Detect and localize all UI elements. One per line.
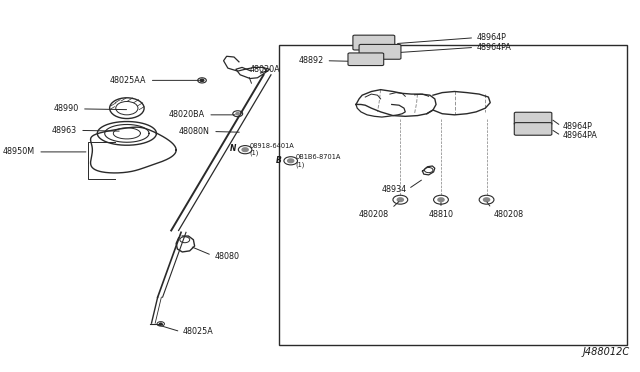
- Text: 48964P: 48964P: [477, 33, 507, 42]
- Text: B: B: [276, 155, 282, 164]
- FancyBboxPatch shape: [353, 35, 395, 50]
- Text: 480208: 480208: [494, 210, 524, 219]
- Text: 0B1B6-8701A
(1): 0B1B6-8701A (1): [296, 154, 341, 167]
- Text: 48964PA: 48964PA: [563, 131, 598, 141]
- Circle shape: [438, 198, 444, 202]
- Text: 48025A: 48025A: [182, 327, 213, 336]
- Text: 48964P: 48964P: [563, 122, 593, 131]
- Text: 48810: 48810: [429, 210, 454, 219]
- FancyBboxPatch shape: [348, 53, 384, 65]
- Text: 480208: 480208: [359, 210, 389, 219]
- Text: N: N: [230, 144, 237, 153]
- Bar: [279, 45, 627, 345]
- Text: 48025AA: 48025AA: [110, 76, 147, 85]
- FancyBboxPatch shape: [515, 112, 552, 125]
- Text: 48934: 48934: [381, 185, 406, 194]
- Text: 08918-6401A
(1): 08918-6401A (1): [250, 143, 294, 157]
- Circle shape: [200, 79, 204, 81]
- Text: 48020A: 48020A: [250, 65, 281, 74]
- Text: 48080N: 48080N: [179, 127, 209, 136]
- Circle shape: [159, 323, 162, 325]
- Text: 48950M: 48950M: [3, 147, 35, 156]
- Text: 48080: 48080: [214, 251, 239, 260]
- Text: 48964PA: 48964PA: [477, 43, 511, 52]
- Text: 48963: 48963: [52, 126, 77, 135]
- Circle shape: [287, 159, 294, 163]
- Text: 48020BA: 48020BA: [169, 110, 205, 119]
- Text: 48892: 48892: [299, 56, 324, 65]
- Text: 48990: 48990: [54, 105, 79, 113]
- Text: J488012C: J488012C: [583, 347, 630, 357]
- Circle shape: [242, 148, 248, 151]
- FancyBboxPatch shape: [515, 123, 552, 135]
- Circle shape: [236, 113, 239, 115]
- Circle shape: [483, 198, 490, 202]
- FancyBboxPatch shape: [359, 44, 401, 59]
- Circle shape: [397, 198, 403, 202]
